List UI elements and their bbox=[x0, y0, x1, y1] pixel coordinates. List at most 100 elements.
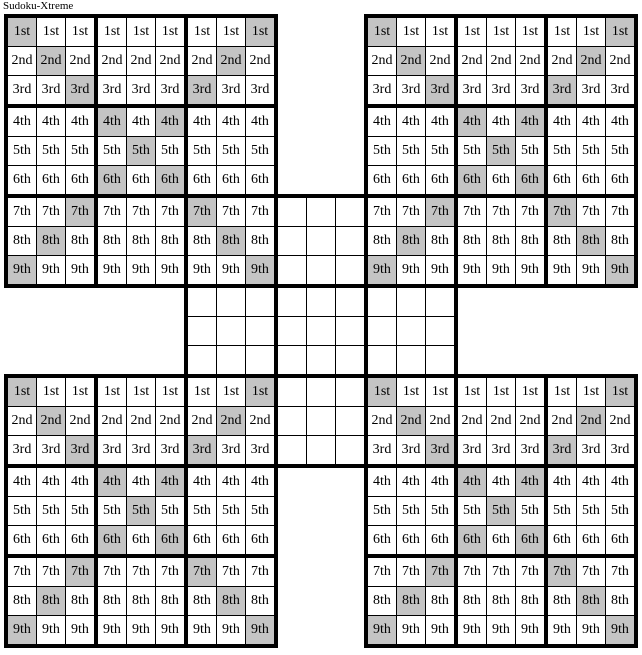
center-cell-r5c6 bbox=[336, 317, 364, 345]
top-left-cell-r2c2: 2nd bbox=[37, 47, 65, 75]
center-cell-r4c3 bbox=[246, 288, 274, 316]
top-right-cell-r1c9: 1st bbox=[606, 18, 634, 46]
top-right-cell-r1c5: 1st bbox=[487, 18, 515, 46]
top-left-cell-r8c6: 8th bbox=[156, 227, 184, 255]
bottom-left-block-3-1: 7th 7th 7th 8th 8th 8th 9th 9th 9th bbox=[8, 558, 94, 644]
bottom-left-cell-r2c3: 2nd bbox=[66, 407, 94, 435]
center-cell-r6c8 bbox=[397, 346, 425, 374]
bottom-left-cell-r6c1: 6th bbox=[8, 526, 36, 554]
top-left-cell-r7c9: 7th bbox=[246, 198, 274, 226]
bottom-left-cell-r1c9: 1st bbox=[246, 378, 274, 406]
top-right-cell-r4c5: 4th bbox=[487, 108, 515, 136]
top-left-cell-r5c1: 5th bbox=[8, 137, 36, 165]
top-right-cell-r7c5: 7th bbox=[487, 198, 515, 226]
bottom-right-cell-r8c8: 8th bbox=[577, 587, 605, 615]
top-right-cell-r1c6: 1st bbox=[516, 18, 544, 46]
bottom-right-block-2-2: 4th 4th 4th 5th 5th 5th 6th 6th 6th bbox=[458, 468, 544, 554]
top-right-block-2-3: 4th 4th 4th 5th 5th 5th 6th 6th 6th bbox=[548, 108, 634, 194]
top-left-cell-r9c3: 9th bbox=[66, 256, 94, 284]
bottom-right-cell-r9c5: 9th bbox=[487, 616, 515, 644]
top-right-cell-r3c6: 3rd bbox=[516, 76, 544, 104]
top-right-cell-r2c4: 2nd bbox=[458, 47, 486, 75]
top-right-cell-r7c4: 7th bbox=[458, 198, 486, 226]
top-right-cell-r5c9: 5th bbox=[606, 137, 634, 165]
top-left-cell-r2c8: 2nd bbox=[217, 47, 245, 75]
center-cell-r8c6 bbox=[336, 407, 364, 435]
bottom-left-cell-r1c7: 1st bbox=[188, 378, 216, 406]
top-right-cell-r9c4: 9th bbox=[458, 256, 486, 284]
bottom-left-cell-r2c5: 2nd bbox=[127, 407, 155, 435]
bottom-right-cell-r5c1: 5th bbox=[368, 497, 396, 525]
top-right-block-2-2: 4th 4th 4th 5th 5th 5th 6th 6th 6th bbox=[458, 108, 544, 194]
center-cell-r5c1 bbox=[188, 317, 216, 345]
bottom-right-cell-r4c6: 4th bbox=[516, 468, 544, 496]
top-left-cell-r6c3: 6th bbox=[66, 166, 94, 194]
top-left-block-3-1: 7th 7th 7th 8th 8th 8th 9th 9th 9th bbox=[8, 198, 94, 284]
bottom-right-cell-r9c1: 9th bbox=[368, 616, 396, 644]
bottom-left-cell-r1c1: 1st bbox=[8, 378, 36, 406]
bottom-left-cell-r7c3: 7th bbox=[66, 558, 94, 586]
center-cell-r6c2 bbox=[217, 346, 245, 374]
top-left-cell-r6c6: 6th bbox=[156, 166, 184, 194]
top-left-cell-r4c6: 4th bbox=[156, 108, 184, 136]
top-right-cell-r1c2: 1st bbox=[397, 18, 425, 46]
top-right-cell-r2c6: 2nd bbox=[516, 47, 544, 75]
bottom-right-cell-r6c3: 6th bbox=[426, 526, 454, 554]
top-left-cell-r9c9: 9th bbox=[246, 256, 274, 284]
bottom-right-cell-r6c6: 6th bbox=[516, 526, 544, 554]
bottom-left-cell-r8c2: 8th bbox=[37, 587, 65, 615]
bottom-right-cell-r4c2: 4th bbox=[397, 468, 425, 496]
top-right-cell-r3c8: 3rd bbox=[577, 76, 605, 104]
bottom-right-cell-r7c2: 7th bbox=[397, 558, 425, 586]
center-cell-r5c7 bbox=[368, 317, 396, 345]
bottom-left-cell-r4c3: 4th bbox=[66, 468, 94, 496]
top-right-cell-r2c2: 2nd bbox=[397, 47, 425, 75]
top-left-cell-r1c1: 1st bbox=[8, 18, 36, 46]
bottom-right-cell-r5c3: 5th bbox=[426, 497, 454, 525]
top-right-cell-r7c3: 7th bbox=[426, 198, 454, 226]
top-left-cell-r6c2: 6th bbox=[37, 166, 65, 194]
top-right-cell-r4c9: 4th bbox=[606, 108, 634, 136]
bottom-left-block-3-3: 7th 7th 7th 8th 8th 8th 9th 9th 9th bbox=[188, 558, 274, 644]
bottom-left-cell-r1c4: 1st bbox=[98, 378, 126, 406]
top-right-cell-r9c5: 9th bbox=[487, 256, 515, 284]
bottom-left-cell-r2c2: 2nd bbox=[37, 407, 65, 435]
top-left-cell-r1c5: 1st bbox=[127, 18, 155, 46]
top-right-cell-r6c1: 6th bbox=[368, 166, 396, 194]
top-left-cell-r9c6: 9th bbox=[156, 256, 184, 284]
top-right-cell-r6c3: 6th bbox=[426, 166, 454, 194]
bottom-left-cell-r3c9: 3rd bbox=[246, 436, 274, 464]
top-left-block-3-3: 7th 7th 7th 8th 8th 8th 9th 9th 9th bbox=[188, 198, 274, 284]
top-right-cell-r8c2: 8th bbox=[397, 227, 425, 255]
bottom-left-cell-r5c3: 5th bbox=[66, 497, 94, 525]
bottom-right-cell-r9c8: 9th bbox=[577, 616, 605, 644]
bottom-left-cell-r6c4: 6th bbox=[98, 526, 126, 554]
grid-bottom-left: 1st 1st 1st 2nd 2nd 2nd 3rd 3rd 3rd 1st 1st 1st 2nd 2… bbox=[4, 374, 278, 648]
center-cell-r4c5 bbox=[307, 288, 335, 316]
bottom-left-cell-r3c7: 3rd bbox=[188, 436, 216, 464]
center-cell-r4c1 bbox=[188, 288, 216, 316]
top-right-cell-r2c3: 2nd bbox=[426, 47, 454, 75]
bottom-left-cell-r4c5: 4th bbox=[127, 468, 155, 496]
bottom-left-block-2-1: 4th 4th 4th 5th 5th 5th 6th 6th 6th bbox=[8, 468, 94, 554]
bottom-right-cell-r5c2: 5th bbox=[397, 497, 425, 525]
bottom-left-cell-r6c5: 6th bbox=[127, 526, 155, 554]
center-cell-r6c3 bbox=[246, 346, 274, 374]
bottom-left-cell-r5c4: 5th bbox=[98, 497, 126, 525]
bottom-right-cell-r7c1: 7th bbox=[368, 558, 396, 586]
bottom-right-cell-r2c9: 2nd bbox=[606, 407, 634, 435]
center-cell-r6c4 bbox=[278, 346, 306, 374]
top-left-cell-r6c4: 6th bbox=[98, 166, 126, 194]
top-left-cell-r5c5: 5th bbox=[127, 137, 155, 165]
bottom-left-cell-r5c9: 5th bbox=[246, 497, 274, 525]
bottom-left-cell-r1c6: 1st bbox=[156, 378, 184, 406]
center-block-2-2 bbox=[278, 288, 364, 374]
bottom-right-cell-r3c6: 3rd bbox=[516, 436, 544, 464]
grid-bottom-right: 1st 1st 1st 2nd 2nd 2nd 3rd 3rd 3rd 1st 1st 1st 2nd 2… bbox=[364, 374, 638, 648]
bottom-right-cell-r2c5: 2nd bbox=[487, 407, 515, 435]
top-left-cell-r3c8: 3rd bbox=[217, 76, 245, 104]
top-right-cell-r1c3: 1st bbox=[426, 18, 454, 46]
bottom-left-cell-r4c1: 4th bbox=[8, 468, 36, 496]
bottom-right-cell-r1c8: 1st bbox=[577, 378, 605, 406]
center-cell-r5c9 bbox=[426, 317, 454, 345]
